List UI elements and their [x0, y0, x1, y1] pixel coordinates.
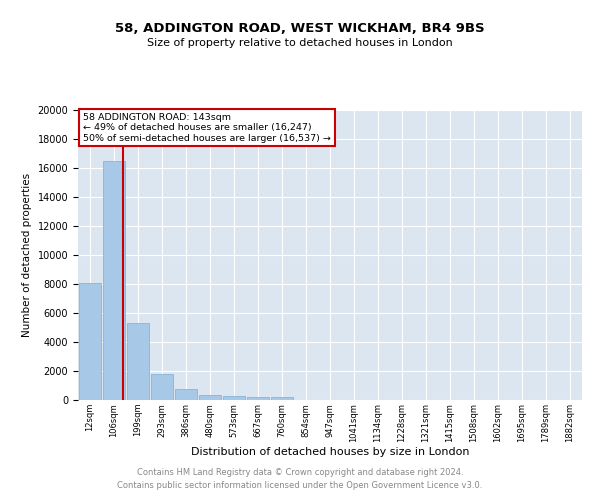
- Bar: [271, 398, 293, 400]
- Bar: [103, 161, 125, 400]
- Text: Size of property relative to detached houses in London: Size of property relative to detached ho…: [147, 38, 453, 48]
- Bar: [79, 284, 101, 400]
- Bar: [247, 396, 269, 400]
- Text: 58, ADDINGTON ROAD, WEST WICKHAM, BR4 9BS: 58, ADDINGTON ROAD, WEST WICKHAM, BR4 9B…: [115, 22, 485, 36]
- Bar: [175, 389, 197, 400]
- Bar: [151, 374, 173, 400]
- Bar: [199, 395, 221, 400]
- Text: 58 ADDINGTON ROAD: 143sqm
← 49% of detached houses are smaller (16,247)
50% of s: 58 ADDINGTON ROAD: 143sqm ← 49% of detac…: [83, 113, 331, 142]
- Bar: [127, 323, 149, 400]
- Text: Contains public sector information licensed under the Open Government Licence v3: Contains public sector information licen…: [118, 482, 482, 490]
- Bar: [223, 396, 245, 400]
- X-axis label: Distribution of detached houses by size in London: Distribution of detached houses by size …: [191, 448, 469, 458]
- Y-axis label: Number of detached properties: Number of detached properties: [22, 173, 32, 337]
- Text: Contains HM Land Registry data © Crown copyright and database right 2024.: Contains HM Land Registry data © Crown c…: [137, 468, 463, 477]
